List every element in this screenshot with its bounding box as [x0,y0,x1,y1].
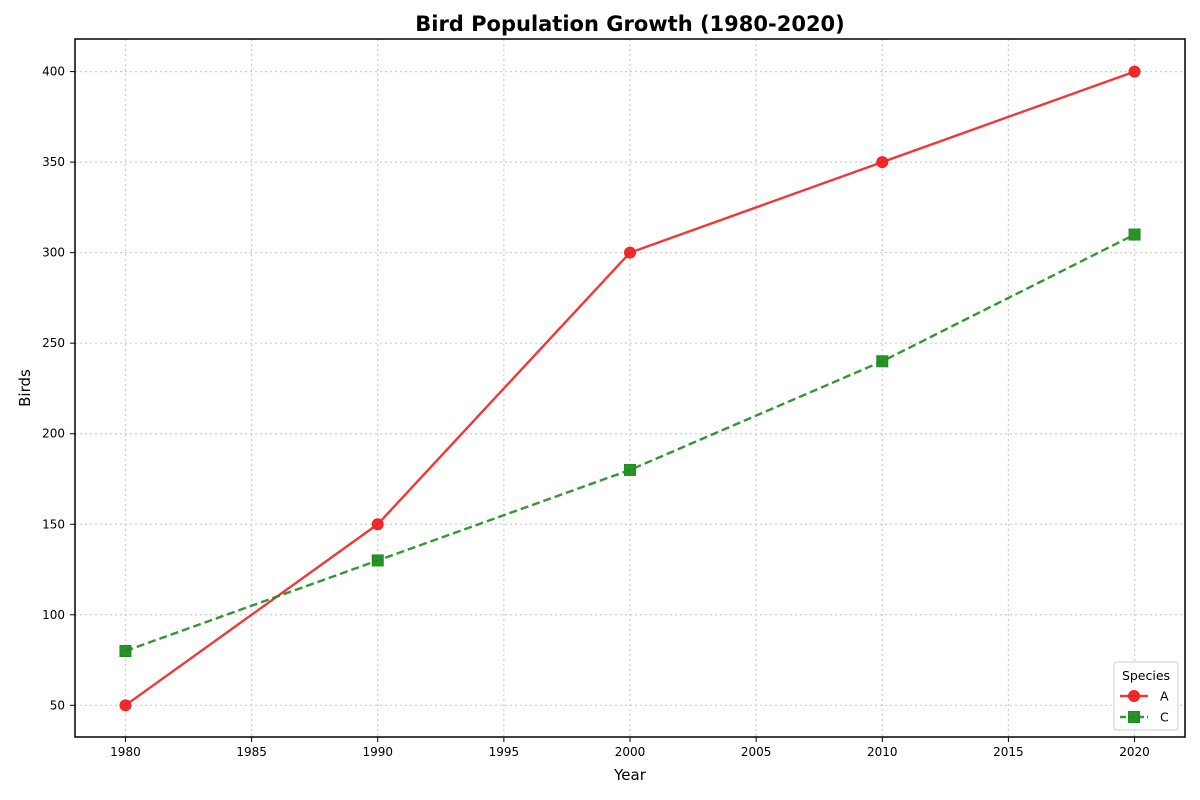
data-point [624,246,636,259]
x-tick-label: 2010 [867,745,898,759]
legend-title: Species [1122,668,1170,683]
data-point [119,644,132,657]
data-point [876,156,889,169]
y-axis-ticks: 50 100 150 200 250 300 350 400 [42,65,75,712]
legend: Species AC [1113,661,1179,731]
legend-entry: C [1120,710,1169,725]
x-tick-label: 2020 [1119,745,1150,759]
x-axis-ticks: 1980 1985 1990 1995 2000 2005 2010 2015 2020 [110,737,1150,759]
data-point [876,355,889,368]
x-tick-label: 2015 [993,745,1024,759]
series-c [119,228,1141,657]
x-tick-label: 1995 [489,745,520,759]
y-tick-label: 300 [42,246,65,260]
legend-entry: A [1120,689,1169,704]
data-point [1128,228,1141,241]
data-point [1128,65,1141,78]
y-tick-label: 100 [42,608,65,622]
data-point [371,518,384,531]
y-tick-label: 400 [42,65,65,79]
y-tick-label: 350 [42,155,65,169]
legend-label: C [1160,710,1169,725]
x-tick-label: 2000 [615,745,646,759]
x-tick-label: 1985 [236,745,267,759]
legend-marker [1128,711,1140,723]
y-tick-label: 250 [42,336,65,350]
x-tick-label: 2005 [741,745,772,759]
grid-lines [75,39,1185,737]
legend-entries: AC [1120,689,1169,725]
data-point [624,463,636,476]
x-axis-label: Year [613,766,647,784]
x-tick-label: 1980 [110,745,141,759]
data-point [119,699,132,712]
y-tick-label: 50 [50,698,65,712]
series-a [119,65,1141,712]
data-point [371,554,384,567]
series-layer [119,65,1141,712]
series-line [125,233,1136,653]
y-tick-label: 200 [42,427,65,441]
plot-frame [74,38,1186,738]
x-tick-label: 1990 [362,745,393,759]
chart-title: Bird Population Growth (1980-2020) [415,12,845,36]
legend-marker [1128,690,1140,702]
y-axis-label: Birds [16,369,34,407]
legend-label: A [1160,689,1169,704]
y-tick-label: 150 [42,517,65,531]
